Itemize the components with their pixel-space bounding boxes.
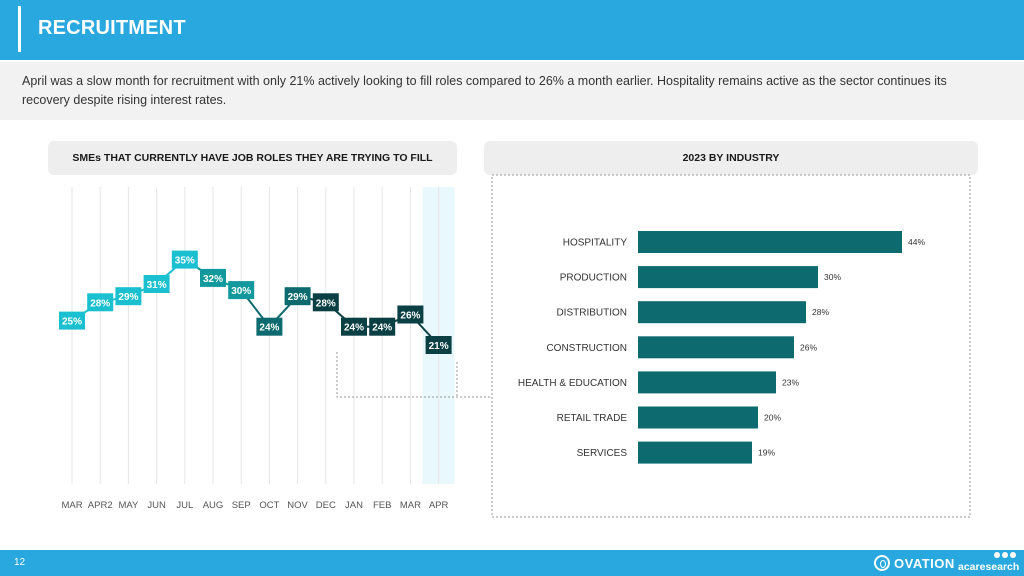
intro-text: April was a slow month for recruitment w… [22, 74, 947, 107]
acaresearch-logo-text: acaresearch [958, 561, 1020, 573]
ovation-logo-text: OVATION [894, 555, 955, 571]
data-label: 35% [175, 256, 195, 267]
data-label: 25% [62, 317, 82, 328]
data-point [228, 281, 255, 300]
line-chart: 25% 28% 29% 31% 35% 32% 30% 24% 29% 28% 24% 24% 26% 2… [59, 187, 455, 511]
bar-chart-frame [491, 174, 971, 518]
x-tick-label: JUL [176, 500, 193, 511]
intro-panel: April was a slow month for recruitment w… [0, 62, 1024, 120]
data-point [312, 293, 339, 312]
data-label: 28% [316, 298, 336, 309]
data-label: 21% [429, 341, 449, 352]
category-label: HEALTH & EDUCATION [518, 378, 627, 389]
charts-canvas: 25% 28% 29% 31% 35% 32% 30% 24% 29% 28% 24% 24% 26% 2… [59, 174, 971, 518]
x-tick-label: OCT [259, 500, 279, 511]
category-label: DISTRIBUTION [556, 308, 627, 319]
x-tick-label: MAR [400, 500, 421, 511]
data-label: 30% [231, 286, 251, 297]
data-point [341, 317, 367, 336]
connector-line [336, 352, 492, 398]
data-point [425, 336, 452, 354]
category-label: PRODUCTION [560, 273, 627, 284]
bar [638, 231, 902, 253]
data-point [143, 275, 170, 293]
category-label: RETAIL TRADE [557, 413, 628, 424]
x-tick-label: SEP [232, 500, 251, 511]
header-accent-line [18, 6, 21, 52]
x-tick-label: MAR [61, 500, 82, 511]
bar [638, 336, 794, 359]
data-point [171, 250, 198, 269]
bar-value-label: 44% [908, 237, 925, 247]
bar-value-label: 20% [764, 413, 781, 423]
bar-value-label: 26% [800, 342, 817, 352]
data-label: 29% [118, 292, 138, 303]
data-point [369, 317, 396, 336]
x-tick-label: DEC [316, 500, 336, 511]
bar [638, 266, 818, 289]
data-point [284, 287, 311, 306]
x-tick-label: MAY [118, 500, 139, 511]
data-point [256, 317, 283, 336]
x-tick-label: AUG [203, 500, 224, 511]
data-point [397, 305, 424, 324]
data-point [87, 293, 114, 312]
page-title: RECRUITMENT [38, 17, 186, 39]
data-point [59, 311, 85, 330]
x-tick-label: JUN [147, 500, 166, 511]
data-label: 24% [259, 323, 279, 334]
x-tick-label: NOV [287, 500, 308, 511]
ovation-logo: OVATION [874, 553, 955, 573]
category-label: HOSPITALITY [563, 238, 628, 249]
data-label: 28% [90, 298, 110, 309]
bar [638, 371, 776, 394]
data-label: 31% [147, 280, 167, 291]
ovation-logo-icon [874, 555, 890, 571]
acaresearch-dots-icon [994, 552, 1016, 558]
data-label: 26% [400, 311, 420, 322]
acaresearch-logo: acaresearch [958, 552, 1020, 574]
header-bar: RECRUITMENT [0, 0, 1024, 60]
data-point [200, 268, 226, 287]
bar-chart: HOSPITALITY 44% PRODUCTION 30% DISTRIBUTION 2… [518, 231, 925, 464]
data-label: 29% [288, 292, 308, 303]
bar-chart-title: 2023 BY INDUSTRY [484, 141, 978, 175]
data-point [115, 287, 142, 306]
line-chart-title: SMEs THAT CURRENTLY HAVE JOB ROLES THEY … [48, 141, 457, 175]
bar-value-label: 19% [758, 448, 775, 458]
x-tick-label: APR [429, 500, 449, 511]
data-label: 24% [372, 323, 392, 334]
page-number: 12 [14, 557, 26, 568]
bar [638, 441, 752, 464]
bar-value-label: 23% [782, 377, 799, 387]
chart-connector [336, 174, 971, 518]
x-tick-label: FEB [373, 500, 391, 511]
bar-value-label: 30% [824, 272, 841, 282]
x-tick-label: APR2 [88, 500, 113, 511]
x-tick-label: JAN [345, 500, 363, 511]
bar-value-label: 28% [812, 307, 829, 317]
bar [638, 301, 806, 324]
bar [638, 406, 758, 429]
footer-bar: 12 OVATION acaresearch [0, 550, 1024, 576]
category-label: SERVICES [577, 448, 628, 459]
category-label: CONSTRUCTION [546, 343, 627, 354]
data-label: 24% [344, 323, 364, 334]
data-label: 32% [203, 274, 223, 285]
